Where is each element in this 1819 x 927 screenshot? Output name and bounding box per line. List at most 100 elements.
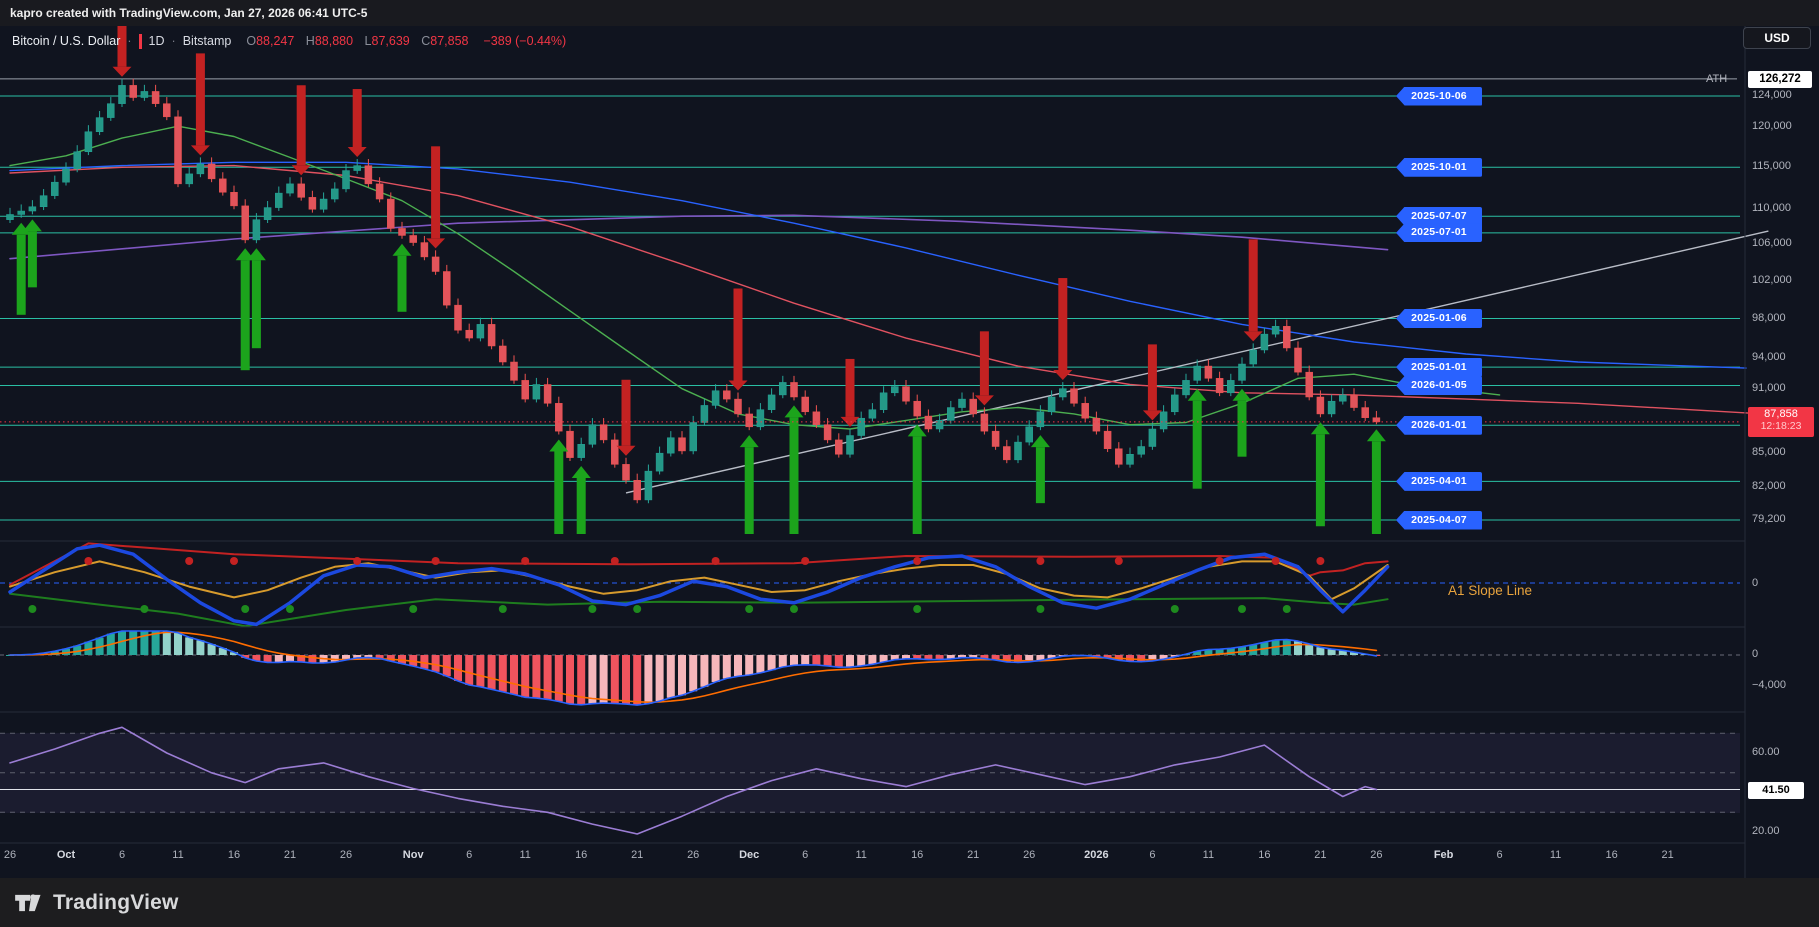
candle-body — [398, 228, 406, 236]
alert-flag[interactable]: 2025-10-01 — [1396, 157, 1482, 177]
alert-flag[interactable]: 2026-01-05 — [1396, 376, 1482, 396]
buy-arrow-head — [549, 439, 569, 452]
sell-arrow-stem — [979, 331, 989, 396]
macd-histogram-bar — [386, 655, 395, 662]
panel1-green-dot — [498, 605, 507, 613]
macd-histogram-bar — [801, 655, 810, 665]
macd-histogram-bar — [566, 655, 574, 705]
panel1-red-dot — [185, 557, 194, 565]
sell-arrow-stem — [1058, 278, 1068, 371]
candle-body — [263, 207, 272, 220]
macd-histogram-bar — [554, 655, 563, 702]
alert-flag[interactable]: 2025-07-01 — [1396, 223, 1482, 243]
sell-arrow-head — [426, 238, 446, 249]
alert-flag[interactable]: 2025-10-06 — [1396, 86, 1482, 106]
buy-arrow-head — [1366, 429, 1386, 442]
currency-toggle-button[interactable]: USD — [1743, 27, 1811, 49]
macd-histogram-bar — [622, 655, 630, 705]
sell-arrow-head — [840, 416, 860, 427]
buy-arrow-head — [784, 405, 804, 418]
exchange-label[interactable]: Bitstamp — [182, 34, 232, 48]
macd-histogram-bar — [1103, 655, 1112, 659]
candle-body — [521, 380, 529, 400]
candle-body — [230, 192, 238, 207]
buy-arrow-stem — [27, 231, 37, 288]
macd-histogram-bar — [969, 655, 978, 658]
rsi-60-tick: 60.00 — [1752, 746, 1780, 758]
candle-body — [1003, 446, 1011, 461]
candle-body — [431, 256, 440, 272]
candle-body — [891, 386, 899, 394]
macd-histogram-bar — [308, 655, 317, 663]
open-value: 88,247 — [256, 34, 295, 48]
time-tick: 26 — [339, 849, 353, 861]
time-tick: Nov — [402, 849, 424, 861]
buy-arrow-head — [1187, 388, 1207, 401]
symbol-legend[interactable]: Bitcoin / U.S. Dollar · 1D · Bitstamp O8… — [12, 31, 566, 51]
panel1-green-dot — [790, 605, 798, 613]
macd-histogram-bar — [286, 655, 294, 662]
candle-body — [252, 219, 261, 241]
alert-flag[interactable]: 2025-07-07 — [1396, 206, 1482, 226]
time-tick: 11 — [519, 849, 531, 861]
panel1-green-dot — [409, 605, 418, 613]
candle-body — [1316, 396, 1325, 415]
candle-body — [1081, 403, 1089, 419]
alert-flag[interactable]: 2025-01-06 — [1396, 309, 1482, 329]
price-tick: 79,200 — [1752, 513, 1786, 525]
macd-histogram-bar — [711, 655, 720, 682]
macd-histogram-bar — [241, 655, 250, 658]
buy-arrow-head — [1232, 388, 1252, 401]
macd-histogram-bar — [218, 648, 227, 655]
panel1-green-dot — [1170, 605, 1179, 613]
alert-flag[interactable]: 2026-01-01 — [1396, 415, 1482, 435]
candle-body — [17, 210, 25, 215]
ma-blue — [9, 161, 1747, 369]
last-price-badge: 87,858 12:18:23 — [1748, 407, 1814, 437]
symbol-title[interactable]: Bitcoin / U.S. Dollar — [12, 34, 121, 48]
panel1-red-dot — [1271, 557, 1280, 565]
macd-histogram-bar — [252, 655, 261, 661]
alert-flag[interactable]: 2025-04-01 — [1396, 471, 1482, 491]
sell-arrow-head — [1142, 410, 1162, 421]
candle-body — [1204, 365, 1213, 379]
buy-arrow-head — [739, 435, 759, 448]
alert-flag[interactable]: 2025-04-07 — [1396, 510, 1482, 530]
panel1-green-dot — [633, 605, 642, 613]
macd-histogram-bar — [1327, 649, 1336, 655]
buy-arrow-stem — [240, 260, 250, 371]
macd-histogram-bar — [543, 655, 552, 700]
panel1-red-dot — [1316, 557, 1325, 565]
interval-label[interactable]: 1D — [148, 34, 165, 48]
time-tick: 16 — [575, 849, 588, 861]
alert-flag[interactable]: 2025-01-01 — [1396, 357, 1482, 377]
panel1-green-dot — [745, 605, 754, 613]
macd-histogram-bar — [689, 655, 698, 692]
panel1-green-dot — [286, 605, 294, 613]
candle-body — [756, 409, 765, 428]
macd-histogram-bar — [610, 655, 619, 704]
candle-body — [6, 214, 14, 220]
ath-price-badge: 126,272 — [1748, 71, 1812, 88]
candle-body — [39, 195, 48, 207]
tradingview-logo-text[interactable]: TradingView — [53, 890, 179, 914]
macd-histogram-bar — [207, 644, 216, 655]
candle-body — [1260, 333, 1269, 351]
candle-body — [667, 437, 675, 454]
candle-body — [644, 470, 653, 501]
buy-arrow-stem — [1035, 447, 1045, 504]
candle-body — [790, 382, 798, 398]
macd-histogram-bar — [902, 655, 910, 659]
macd-histogram-bar — [364, 655, 373, 658]
change-value: −389 (−0.44%) — [483, 34, 567, 48]
macd-histogram-bar — [890, 655, 899, 660]
macd-histogram-bar — [991, 655, 1000, 661]
tradingview-logo-icon[interactable] — [14, 890, 44, 916]
candle-body — [599, 424, 608, 441]
indicator-name-label: A1 Slope Line — [1448, 583, 1533, 598]
candle-body — [622, 464, 630, 481]
panel1-red-dot — [84, 557, 93, 565]
time-tick: 26 — [1370, 849, 1383, 861]
candle-body — [1372, 417, 1381, 423]
